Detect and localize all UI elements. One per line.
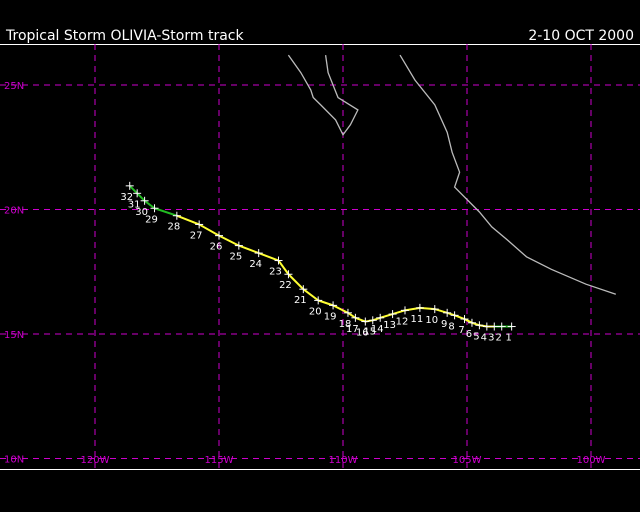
track-segment (347, 312, 356, 319)
track-label: 24 (249, 259, 262, 270)
track-segment (258, 252, 279, 262)
track-label: 30 (135, 207, 148, 218)
track-label: 15 (363, 326, 376, 337)
track-label: 14 (371, 324, 384, 335)
track-segment (129, 185, 138, 195)
map-title: Tropical Storm OLIVIA-Storm track (6, 28, 244, 44)
track-segment (355, 316, 366, 323)
track-label: 1 (505, 333, 511, 344)
track-label: 5 (473, 331, 479, 342)
track-label: 32 (120, 192, 133, 203)
track-segment (464, 318, 473, 324)
coastline (287, 54, 617, 295)
track-label: 4 (481, 333, 487, 344)
track-label: 3 (488, 333, 494, 344)
track-position-markers (125, 181, 516, 331)
track-segment (277, 259, 290, 275)
lat-label: 25N (4, 81, 24, 92)
lon-label: 105W (453, 455, 482, 466)
track-label: 16 (356, 328, 369, 339)
track-segment (454, 314, 465, 320)
track-segment (136, 192, 146, 202)
track-segment (317, 299, 334, 307)
lon-label: 115W (205, 455, 234, 466)
lat-label: 20N (4, 206, 24, 217)
track-label: 27 (190, 230, 203, 241)
track-label: 28 (167, 222, 180, 233)
track-label: 6 (466, 329, 472, 340)
storm-track (129, 185, 512, 328)
track-segment (332, 304, 349, 314)
track-label: 21 (294, 295, 307, 306)
track-label: 2 (496, 333, 502, 344)
track-label: 7 (458, 325, 464, 336)
lon-label: 100W (577, 455, 606, 466)
track-segment (154, 207, 178, 217)
track-label: 11 (411, 314, 424, 325)
track-position-labels: 1234567891011121314151617181920212223242… (120, 192, 511, 344)
track-segment (218, 234, 240, 247)
track-label: 10 (425, 315, 438, 326)
track-segment (143, 199, 156, 210)
coastline-mainland (399, 54, 617, 295)
lon-label: 110W (329, 455, 358, 466)
track-label: 22 (279, 280, 292, 291)
track-label: 12 (396, 316, 409, 327)
lat-label: 10N (4, 455, 24, 466)
track-label: 26 (210, 242, 223, 253)
track-segment (434, 308, 448, 314)
lat-label: 15N (4, 330, 24, 341)
track-segment (176, 214, 200, 226)
track-segment (302, 288, 319, 302)
track-label: 20 (309, 306, 322, 317)
track-label: 8 (448, 321, 454, 332)
track-label: 9 (441, 319, 447, 330)
longitude-labels: 120W 115W 110W 105W 100W (81, 455, 606, 466)
latitude-labels: 25N 20N 15N 10N (4, 81, 24, 466)
date-range: 2-10 OCT 2000 (528, 28, 634, 44)
track-label: 18 (339, 319, 352, 330)
track-label: 13 (383, 320, 396, 331)
track-label: 19 (324, 311, 337, 322)
graticule (0, 44, 640, 469)
track-segment (238, 244, 260, 255)
lon-label: 120W (81, 455, 110, 466)
track-segment (287, 273, 305, 290)
track-label: 23 (269, 267, 282, 278)
track-label: 17 (346, 324, 359, 335)
track-label: 29 (145, 214, 158, 225)
coastline-baja (287, 54, 359, 137)
header-bar: Tropical Storm OLIVIA-Storm track 2-10 O… (0, 0, 640, 44)
track-label: 25 (229, 252, 242, 263)
track-label: 31 (128, 199, 141, 210)
track-segment (379, 313, 393, 319)
track-segment (392, 309, 406, 316)
track-segment (198, 223, 220, 237)
